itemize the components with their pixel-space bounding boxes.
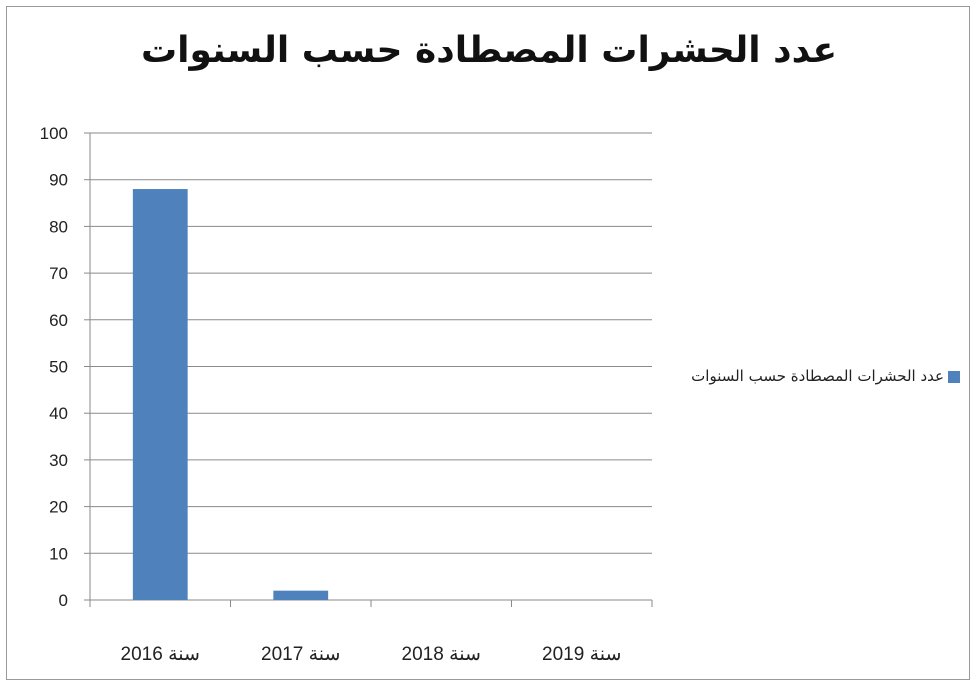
x-tick-label: سنة 2017: [261, 644, 340, 665]
y-tick-label: 70: [49, 264, 68, 283]
y-tick-label: 30: [49, 451, 68, 470]
legend-swatch: [948, 370, 960, 383]
y-tick-label: 10: [49, 544, 68, 563]
bars: [132, 189, 329, 601]
x-tick-label: سنة 2016: [121, 644, 200, 665]
y-tick-label: 100: [40, 124, 68, 143]
legend-label: عدد الحشرات المصطادة حسب السنوات: [691, 367, 944, 385]
bar: [132, 189, 188, 601]
x-tick-label: سنة 2019: [542, 644, 621, 665]
chart-frame: [6, 6, 970, 680]
bar: [273, 590, 329, 600]
y-tick-label: 50: [49, 358, 68, 377]
y-tick-label: 0: [59, 591, 68, 610]
axis-labels: 0 10 20 30 40 50 60 70 80 90 100 سنة 2016 سنة 2017 سن…: [40, 124, 622, 665]
chart-title: عدد الحشرات المصطادة حسب السنوات: [140, 30, 838, 71]
y-tick-label: 90: [49, 171, 68, 190]
y-tick-label: 40: [49, 404, 68, 423]
legend: عدد الحشرات المصطادة حسب السنوات: [690, 364, 960, 388]
y-tick-label: 20: [49, 498, 68, 517]
y-tick-label: 60: [49, 311, 68, 330]
x-tick-label: سنة 2018: [402, 644, 481, 665]
y-tick-label: 80: [49, 217, 68, 236]
